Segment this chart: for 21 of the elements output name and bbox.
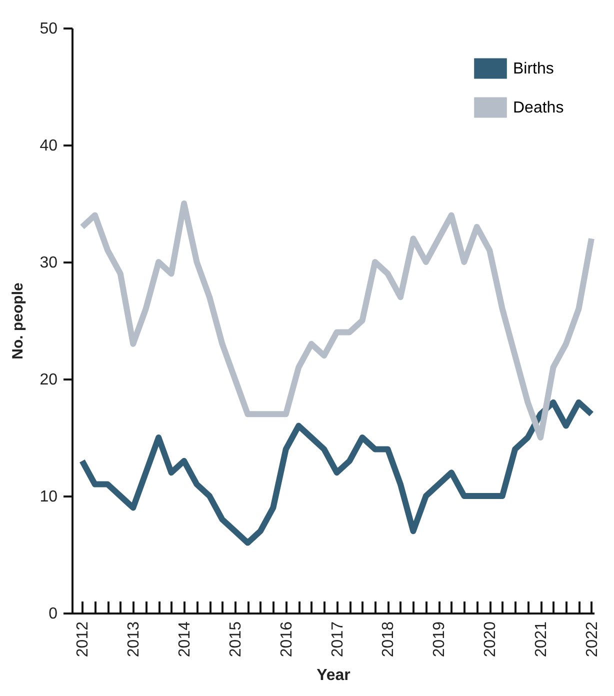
x-tick-label: 2019 [431, 621, 448, 658]
x-tick-label: 2015 [227, 621, 244, 658]
x-tick-label: 2012 [74, 621, 92, 658]
x-axis-title: Year [316, 667, 350, 684]
legend-label: Deaths [513, 100, 564, 116]
x-tick-label: 2020 [482, 621, 500, 658]
y-axis-title: No. people [10, 282, 27, 360]
x-tick-label: 2021 [533, 621, 550, 658]
x-tick-label: 2022 [584, 621, 601, 658]
x-tick-label: 2016 [278, 621, 296, 658]
x-tick-label: 2017 [329, 621, 346, 658]
y-tick-label: 0 [48, 606, 58, 622]
x-tick-label: 2018 [380, 621, 398, 658]
y-tick-label: 40 [40, 138, 58, 154]
legend-label: Births [513, 60, 554, 78]
y-tick-label: 20 [40, 372, 58, 388]
y-tick-label: 10 [40, 488, 58, 506]
y-tick-label: 30 [40, 254, 58, 272]
x-tick-label: 2013 [126, 621, 143, 658]
x-tick-label: 2014 [176, 621, 194, 658]
y-tick-label: 50 [40, 20, 58, 38]
